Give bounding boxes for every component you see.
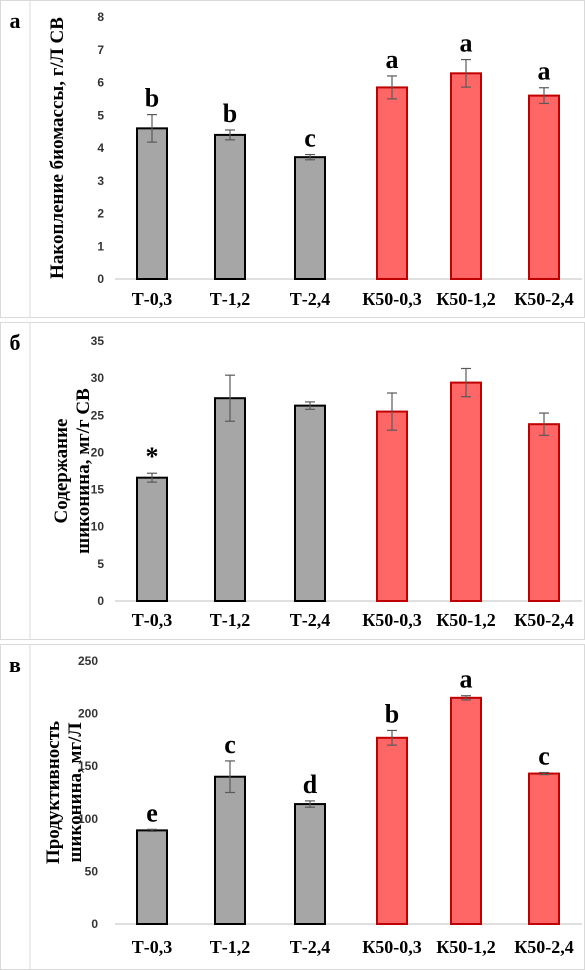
y-tick-label: 150 (78, 759, 98, 773)
y-axis-title-line: Продуктивность (43, 721, 64, 864)
significance-label: a (460, 29, 473, 58)
y-tick-label: 8 (97, 10, 104, 24)
y-axis-title: Содержаниешиконина, мг/г СВ (51, 388, 94, 554)
x-tick-label: К50-0,3 (362, 289, 422, 309)
bar (376, 410, 408, 602)
panel-label: б (10, 330, 21, 355)
y-axis-title: Продуктивностьшиконина, мг/Л (43, 721, 86, 864)
x-tick-label: Т-0,3 (132, 289, 173, 309)
x-tick-label: Т-1,2 (210, 937, 251, 957)
bar (450, 72, 482, 280)
panel-border (0, 0, 585, 318)
significance-label: b (145, 84, 159, 113)
significance-label: a (386, 45, 399, 74)
y-tick-label: 0 (91, 917, 98, 931)
x-tick-label: К50-2,4 (514, 937, 574, 957)
x-tick-label: Т-1,2 (210, 610, 251, 630)
x-tick-label: К50-2,4 (514, 610, 574, 630)
panel-label: а (10, 8, 21, 33)
biomass-chart: а Накопление биомассы, г/Л СВ 0 1 2 3 4 5 6 7 8 b Т-… (0, 0, 585, 318)
bar (214, 775, 246, 925)
y-tick-label: 0 (97, 594, 104, 608)
y-axis-title-line: шиконина, мг/г СВ (73, 388, 94, 554)
y-tick-label: 2 (97, 207, 104, 221)
bar (214, 133, 246, 280)
x-tick-label: К50-1,2 (436, 937, 496, 957)
y-axis-title: Накопление биомассы, г/Л СВ (47, 17, 68, 279)
y-tick-label: 3 (97, 174, 104, 188)
shikonin-content-chart: б Содержаниешиконина, мг/г СВ 0 5 10 15 20 25 30… (0, 322, 585, 640)
x-tick-label: Т-2,4 (290, 937, 331, 957)
bar (136, 829, 168, 925)
shikonin-productivity-chart: в Продуктивностьшиконина, мг/Л 0 50 100 150 20… (0, 644, 585, 970)
y-axis-title-line: Накопление биомассы, г/Л СВ (47, 17, 68, 279)
bar (136, 127, 168, 280)
bar (136, 476, 168, 602)
y-axis-title-line: Содержание (51, 419, 72, 524)
x-tick-label: Т-2,4 (290, 289, 331, 309)
bar (214, 397, 246, 602)
x-tick-label: К50-2,4 (514, 289, 574, 309)
x-tick-label: К50-1,2 (436, 610, 496, 630)
bar (294, 803, 326, 926)
chart-panel-v: в Продуктивностьшиконина, мг/Л 0 50 100 150 20… (0, 644, 585, 970)
panel-border (0, 322, 585, 640)
bar (450, 696, 482, 925)
panel-label: в (9, 652, 21, 677)
y-tick-label: 200 (78, 707, 98, 721)
y-tick-label: 1 (97, 239, 104, 253)
x-tick-label: Т-0,3 (132, 937, 173, 957)
y-tick-label: 10 (91, 520, 105, 534)
bar (376, 736, 408, 925)
y-tick-label: 0 (97, 272, 104, 286)
panel-border (0, 644, 585, 970)
y-tick-label: 4 (97, 141, 104, 155)
bar (528, 423, 560, 602)
y-tick-label: 50 (85, 864, 99, 878)
x-tick-label: Т-1,2 (210, 289, 251, 309)
y-tick-label: 25 (91, 408, 105, 422)
significance-label: c (538, 742, 550, 771)
y-tick-label: 100 (78, 812, 98, 826)
significance-label: b (385, 699, 399, 728)
significance-label: e (146, 798, 158, 827)
significance-label: c (224, 730, 236, 759)
x-tick-label: К50-0,3 (362, 610, 422, 630)
x-tick-label: Т-0,3 (132, 610, 173, 630)
y-tick-label: 5 (97, 108, 104, 122)
significance-label: a (460, 665, 473, 694)
y-tick-label: 6 (97, 76, 104, 90)
y-tick-label: 30 (91, 371, 105, 385)
y-axis-title-line: шиконина, мг/Л (65, 722, 86, 862)
significance-label: d (303, 770, 318, 799)
y-tick-label: 7 (97, 43, 104, 57)
bar (528, 772, 560, 925)
significance-label: a (538, 57, 551, 86)
x-tick-label: К50-1,2 (436, 289, 496, 309)
chart-panel-a: а Накопление биомассы, г/Л СВ 0 1 2 3 4 5 6 7 8 b Т-… (0, 0, 585, 318)
chart-panel-b: б Содержаниешиконина, мг/г СВ 0 5 10 15 20 25 30… (0, 322, 585, 640)
bar (294, 404, 326, 602)
y-tick-label: 15 (91, 483, 105, 497)
y-tick-label: 35 (91, 334, 105, 348)
significance-label: * (146, 442, 159, 471)
bar (450, 381, 482, 602)
significance-label: c (304, 124, 316, 153)
y-tick-label: 250 (78, 654, 98, 668)
significance-label: b (223, 99, 237, 128)
bar (376, 86, 408, 280)
bar (294, 156, 326, 280)
x-tick-label: К50-0,3 (362, 937, 422, 957)
y-tick-label: 5 (97, 557, 104, 571)
y-tick-label: 20 (91, 445, 105, 459)
bar (528, 94, 560, 280)
x-tick-label: Т-2,4 (290, 610, 331, 630)
